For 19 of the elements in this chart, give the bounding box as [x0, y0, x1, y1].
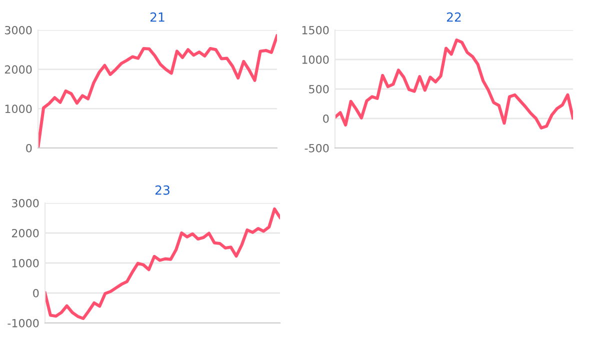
y-tick-label: 0 [33, 288, 39, 298]
y-tick-label: 1500 [302, 26, 329, 34]
y-tick-label: 1000 [5, 104, 32, 114]
y-tick-label: 1000 [12, 258, 39, 268]
y-tick-label: 0 [26, 144, 32, 152]
y-tick-label: 3000 [5, 26, 32, 34]
y-tick-label: 2000 [4, 65, 32, 74]
y-tick-label: -1000 [8, 318, 39, 328]
y-tick-label: -500 [304, 144, 329, 152]
line-series [335, 38, 573, 130]
y-tick-label: 0 [323, 114, 329, 123]
y-tick-label: 2000 [12, 228, 39, 238]
chart-title: 23 [155, 185, 170, 195]
y-tick-label: 500 [309, 84, 329, 94]
line-series [45, 207, 280, 320]
y-tick-label: 3000 [12, 198, 39, 208]
chart-title: 22 [446, 12, 461, 22]
y-tick-label: 1000 [302, 55, 329, 64]
chart-title: 21 [150, 12, 164, 22]
